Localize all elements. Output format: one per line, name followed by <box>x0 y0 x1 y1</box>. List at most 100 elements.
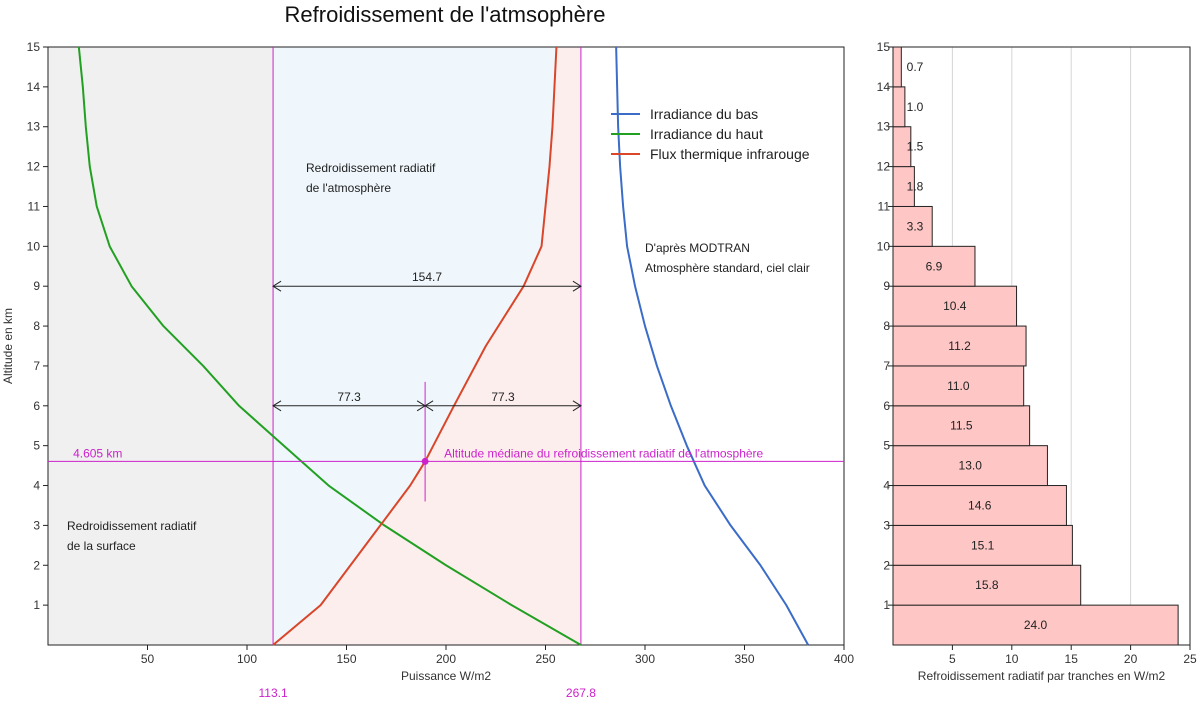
arrow-head-left <box>272 280 282 292</box>
bar-y-tick-label: 10 <box>877 239 891 253</box>
y-tick-label: 9 <box>33 279 40 293</box>
bar-y-tick-label: 14 <box>877 80 891 94</box>
dimension-label-2: 77.3 <box>337 390 361 404</box>
y-tick-label: 3 <box>33 518 40 532</box>
series-line-2 <box>77 46 582 646</box>
legend-label-2: Irradiance du haut <box>650 126 763 142</box>
x-tick-label: 300 <box>635 652 655 666</box>
bar-y-tick-label: 7 <box>883 359 890 373</box>
bar-y-tick-label: 2 <box>883 558 890 572</box>
bar-value-label: 1.5 <box>907 140 924 154</box>
bar-x-tick-label: 15 <box>1065 652 1079 666</box>
source-note-line: D'après MODTRAN <box>645 241 750 255</box>
bar-value-label: 6.9 <box>926 259 943 273</box>
bar-chart: 24.015.815.114.613.011.511.011.210.46.93… <box>877 40 1197 683</box>
bar-value-label: 3.3 <box>907 219 924 233</box>
y-tick-label: 8 <box>33 319 40 333</box>
bar-value-label: 11.2 <box>948 339 971 353</box>
y-tick-label: 7 <box>33 359 40 373</box>
bar-x-axis-label: Refroidissement radiatif par tranches en… <box>918 669 1166 683</box>
ir-flux-area <box>273 47 581 645</box>
region-1 <box>48 47 274 645</box>
bar-y-tick-label: 1 <box>883 598 890 612</box>
y-tick-label: 1 <box>33 598 40 612</box>
bar-y-tick-label: 3 <box>883 518 890 532</box>
main-chart: 50 100 150 200 250 300 350 40012345678910111213… <box>1 40 854 700</box>
bar-value-label: 11.5 <box>950 419 973 433</box>
x-axis-label: Puissance W/m2 <box>401 669 491 683</box>
chart-title: Refroidissement de l'atmsophère <box>285 2 606 27</box>
dimension-label-3: 77.3 <box>491 390 515 404</box>
y-tick-label: 12 <box>27 160 41 174</box>
bar-value-label: 0.7 <box>907 60 924 74</box>
bar-x-tick-label: 5 <box>949 652 956 666</box>
bar-5-6 <box>892 405 1031 447</box>
y-tick-label: 14 <box>27 80 41 94</box>
bar-x-tick-label: 20 <box>1124 652 1138 666</box>
bar-plot-frame <box>892 46 1191 646</box>
y-tick-label: 11 <box>28 199 41 213</box>
arrow-head-left <box>424 400 434 412</box>
series-line-1 <box>615 46 810 646</box>
bar-y-tick-label: 12 <box>877 160 891 174</box>
boundary-label-2: 267.8 <box>566 686 596 700</box>
arrow-head-right <box>572 400 582 412</box>
y-tick-label: 2 <box>33 558 40 572</box>
y-tick-label: 6 <box>33 399 40 413</box>
y-tick-label: 10 <box>27 239 41 253</box>
region-label-2: Redroidissement radiatif <box>306 161 436 175</box>
bar-value-label: 15.8 <box>975 578 999 592</box>
series-line-3 <box>272 46 558 646</box>
bar-x-tick-label: 25 <box>1183 652 1197 666</box>
bar-14-15 <box>892 46 902 88</box>
bar-7-8 <box>892 325 1027 367</box>
bar-value-label: 24.0 <box>1024 618 1048 632</box>
y-tick-label: 5 <box>33 439 40 453</box>
bar-y-tick-label: 15 <box>877 40 891 54</box>
bar-y-tick-label: 13 <box>877 120 891 134</box>
region-label-1: de la surface <box>67 539 136 553</box>
x-tick-label: 100 <box>237 652 257 666</box>
bar-1-2 <box>892 564 1082 606</box>
region-label-1: Redroidissement radiatif <box>67 519 197 533</box>
bar-y-tick-label: 9 <box>883 279 890 293</box>
bar-value-label: 1.8 <box>907 180 924 194</box>
x-tick-label: 200 <box>436 652 456 666</box>
x-tick-label: 250 <box>535 652 555 666</box>
arrow-head-right <box>572 280 582 292</box>
bar-6-7 <box>892 365 1025 407</box>
x-tick-label: 350 <box>734 652 754 666</box>
dimension-label-1: 154.7 <box>412 270 442 284</box>
legend-label-1: Irradiance du bas <box>650 106 758 122</box>
bar-0-1 <box>892 604 1179 646</box>
bar-value-label: 14.6 <box>968 498 992 512</box>
bar-4-5 <box>892 445 1048 487</box>
bar-y-tick-label: 6 <box>883 399 890 413</box>
x-tick-label: 150 <box>336 652 356 666</box>
bar-value-label: 11.0 <box>947 379 970 393</box>
x-tick-label: 400 <box>834 652 854 666</box>
bar-y-tick-label: 5 <box>883 439 890 453</box>
bar-value-label: 15.1 <box>971 538 995 552</box>
y-tick-label: 15 <box>27 40 41 54</box>
bar-y-tick-label: 8 <box>883 319 890 333</box>
bar-13-14 <box>892 86 906 128</box>
boundary-label-1: 113.1 <box>258 686 287 700</box>
bar-3-4 <box>892 485 1067 526</box>
y-tick-label: 13 <box>27 120 41 134</box>
bar-y-tick-label: 11 <box>878 199 891 213</box>
arrow-head-left <box>272 400 282 412</box>
bar-8-9 <box>892 285 1018 327</box>
bar-value-label: 1.0 <box>907 100 924 114</box>
y-tick-label: 4 <box>33 479 40 493</box>
legend-label-3: Flux thermique infrarouge <box>650 146 810 162</box>
bar-value-label: 13.0 <box>959 459 983 473</box>
bar-x-tick-label: 10 <box>1005 652 1019 666</box>
median-altitude-label: 4.605 km <box>73 446 122 460</box>
median-note: Altitude médiane du refroidissement radi… <box>444 446 763 460</box>
region-label-2: de l'atmosphère <box>306 181 391 195</box>
x-tick-label: 50 <box>141 652 155 666</box>
bar-9-10 <box>892 245 976 287</box>
bar-y-tick-label: 4 <box>883 479 890 493</box>
